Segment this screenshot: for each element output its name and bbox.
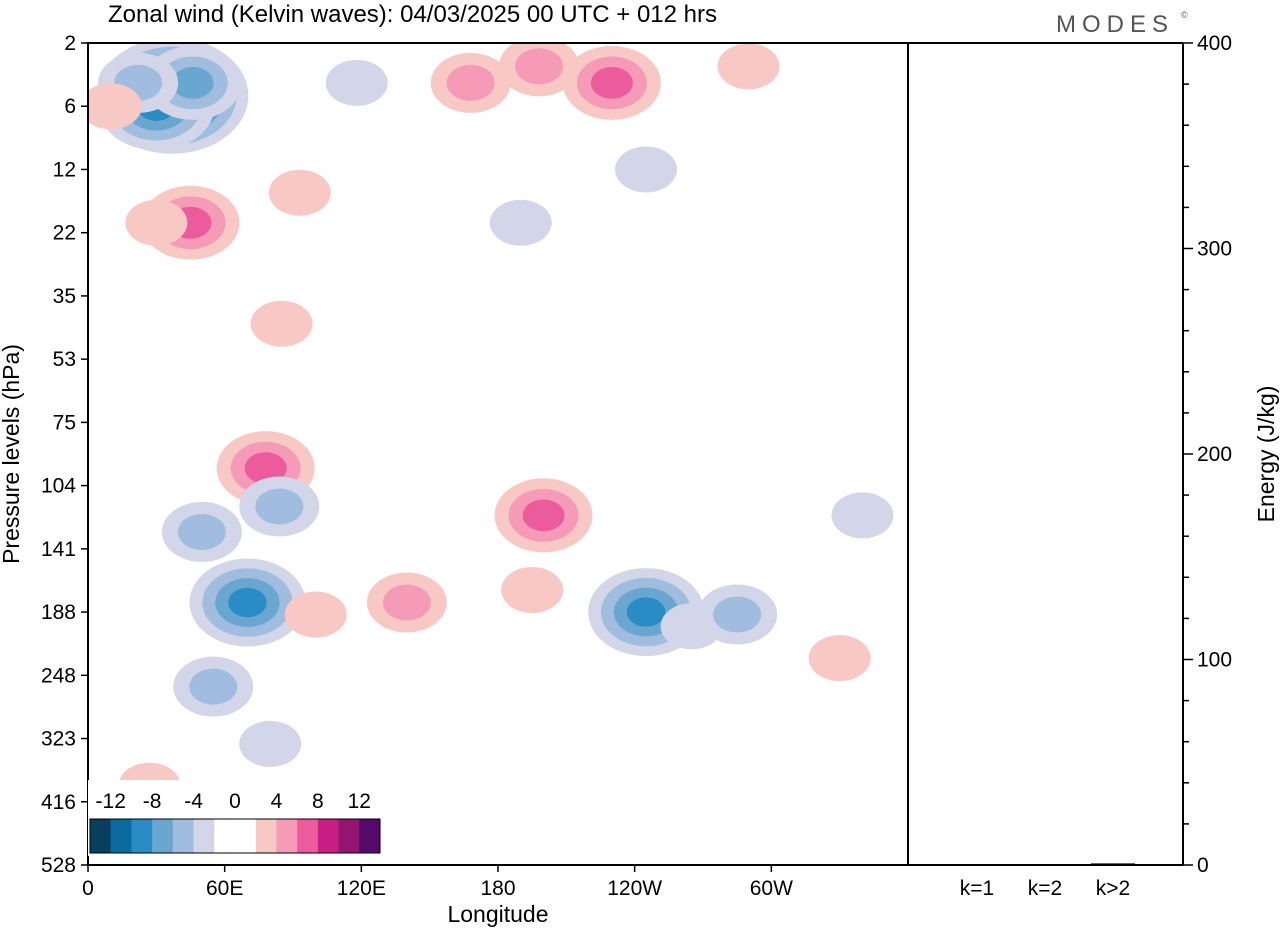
x-tick-label: 60W (750, 877, 793, 900)
wind-contour (626, 597, 666, 627)
energy-category-label: k=1 (960, 877, 994, 900)
x-tick-label: 120E (337, 877, 386, 900)
energy-tick-label: 0 (1197, 854, 1209, 877)
heatmap-panel (88, 43, 894, 809)
longitude-axis: 0 60E 120E 180 120W 60W (82, 865, 793, 900)
wind-contour (325, 59, 388, 106)
colorbar-box (276, 819, 298, 853)
energy-tick-label: 400 (1197, 32, 1232, 55)
wind-contour (88, 83, 142, 130)
colorbar-box (90, 819, 112, 853)
y-tick-label: 528 (41, 854, 76, 877)
wind-contour (501, 566, 564, 613)
energy-axis-label: Energy (J/kg) (1253, 386, 1279, 523)
y-tick-label: 141 (41, 538, 76, 561)
wind-contour (713, 596, 762, 633)
colorbar-label: 8 (312, 790, 324, 813)
y-tick-label: 22 (53, 222, 76, 245)
x-tick-label: 0 (82, 877, 94, 900)
colorbar-box (255, 819, 277, 853)
colorbar-label: 12 (348, 790, 371, 813)
wind-contour (590, 66, 633, 99)
energy-category-label: k=2 (1028, 877, 1062, 900)
colorbar-frame (89, 818, 381, 854)
chart-title: Zonal wind (Kelvin waves): 04/03/2025 00… (108, 1, 717, 28)
wind-contour (177, 513, 226, 550)
y-tick-label: 248 (41, 664, 76, 687)
wind-contour (255, 488, 304, 525)
x-tick-label: 180 (480, 877, 515, 900)
colorbar: -12 -8 -4 0 4 8 12 (88, 780, 382, 856)
y-tick-label: 75 (53, 411, 76, 434)
colorbar-label: -8 (143, 790, 162, 813)
colorbar-label: -12 (96, 790, 126, 813)
y-axis-label: Pressure levels (hPa) (0, 344, 24, 564)
colorbar-box (317, 819, 340, 853)
wind-contour (244, 452, 287, 485)
y-tick-label: 104 (41, 475, 76, 498)
wind-contour (522, 499, 565, 532)
colorbar-box (193, 819, 215, 853)
energy-tick-label: 100 (1197, 649, 1232, 672)
x-axis-label: Longitude (447, 901, 548, 927)
energy-tick-label: 300 (1197, 238, 1232, 261)
wind-contour (250, 300, 313, 347)
brand-mark: © (1181, 10, 1188, 20)
wind-contour (831, 492, 894, 539)
y-tick-label: 12 (53, 158, 76, 181)
colorbar-label: 4 (271, 790, 283, 813)
energy-panel: k=1 k=2 k>2 0 100 200 300 400 (955, 32, 1232, 900)
wind-contour (808, 635, 871, 682)
heatmap-frame (87, 42, 909, 866)
y-tick-label: 188 (41, 601, 76, 624)
wind-contour (171, 66, 214, 99)
y-tick-label: 323 (41, 728, 76, 751)
colorbar-box (297, 819, 319, 853)
colorbar-box (131, 819, 153, 853)
wind-contour (615, 146, 678, 193)
y-tick-label: 416 (41, 791, 76, 814)
wind-contour (489, 199, 552, 246)
wind-contour (284, 591, 347, 638)
y-tick-label: 2 (64, 32, 76, 55)
x-tick-label: 120W (607, 877, 662, 900)
wind-contour (125, 199, 188, 246)
wind-contour (239, 720, 302, 767)
wind-contour (189, 668, 238, 705)
y-tick-label: 53 (53, 348, 76, 371)
energy-category-label: k>2 (1096, 877, 1130, 900)
wind-contour (268, 169, 331, 216)
colorbar-label: 0 (229, 790, 241, 813)
wind-contour (446, 64, 495, 101)
wind-contour (228, 587, 267, 618)
colorbar-box (338, 819, 360, 853)
colorbar-box (152, 819, 174, 853)
colorbar-box (235, 819, 257, 853)
y-tick-label: 6 (64, 95, 76, 118)
wind-contour (382, 584, 431, 621)
wind-contour (717, 43, 780, 90)
brand-logo: MODES (1056, 11, 1174, 38)
wind-contour (515, 48, 563, 85)
colorbar-box (110, 819, 132, 853)
pressure-axis: 2 6 12 22 35 53 75 104 141 188 248 323 416 528 (41, 32, 88, 877)
y-tick-label: 35 (53, 285, 76, 308)
energy-tick-label: 200 (1197, 443, 1232, 466)
colorbar-label: -4 (184, 790, 203, 813)
colorbar-box (214, 819, 236, 853)
colorbar-box (172, 819, 195, 853)
x-tick-label: 60E (206, 877, 243, 900)
colorbar-box (359, 819, 381, 853)
